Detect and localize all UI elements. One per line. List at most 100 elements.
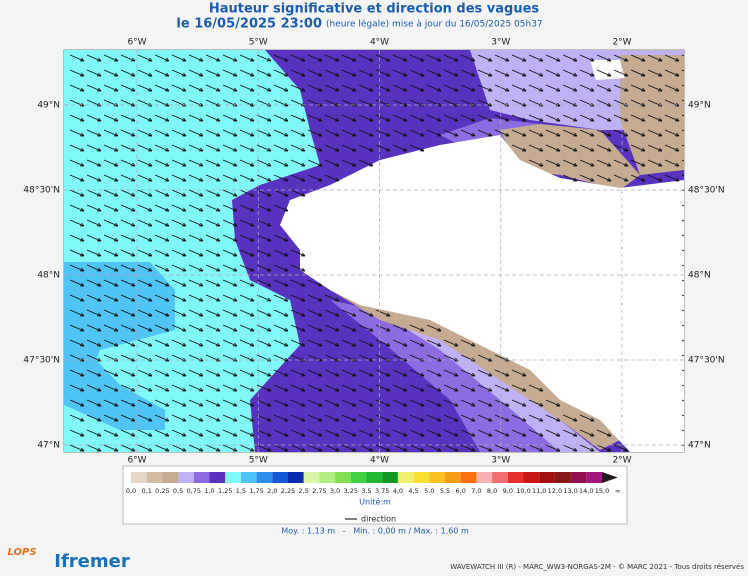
wave-arrow [409, 324, 425, 332]
wave-arrow [222, 429, 238, 437]
legend-swatch [335, 472, 351, 483]
wave-arrow [358, 309, 374, 317]
wave-arrow [222, 189, 238, 197]
wave-arrow [154, 54, 170, 62]
wave-arrow [154, 354, 170, 362]
wave-arrow [290, 399, 306, 407]
wave-arrow [69, 399, 85, 407]
wave-arrow [205, 294, 221, 302]
wave-arrow [256, 429, 272, 437]
wave-arrow [341, 144, 357, 152]
wave-arrow [477, 444, 493, 452]
wave-arrow [664, 84, 680, 92]
legend-label: 0,75 [187, 487, 201, 495]
lat-label-right: 48°30'N [688, 186, 725, 196]
wave-arrow [290, 279, 306, 287]
legend-label: 12,0 [548, 487, 562, 495]
wave-arrow [664, 159, 680, 167]
wave-arrow [205, 309, 221, 317]
map [64, 50, 684, 452]
wave-arrow [188, 219, 204, 227]
wave-arrow [154, 129, 170, 137]
legend-label: 4,5 [408, 487, 418, 495]
wave-arrow [86, 414, 102, 422]
wave-arrow [222, 204, 238, 212]
wave-arrow [392, 369, 408, 377]
wave-arrow [273, 294, 289, 302]
wave-arrow [409, 369, 425, 377]
wave-arrow [239, 444, 255, 452]
wave-arrow [545, 54, 561, 62]
wave-arrow [222, 144, 238, 152]
wave-arrow [120, 444, 136, 452]
legend-label: 8,0 [487, 487, 497, 495]
wave-arrow [664, 69, 680, 77]
wave-arrow [375, 114, 391, 122]
wave-arrow [222, 444, 238, 452]
wave-arrow [222, 279, 238, 287]
wave-arrow [290, 249, 306, 257]
wave-arrow [137, 249, 153, 257]
wave-arrow [205, 84, 221, 92]
wave-arrow [579, 69, 595, 77]
wave-arrow [256, 384, 272, 392]
wave-arrow [613, 444, 629, 452]
wave-arrow [103, 84, 119, 92]
wave-arrow [239, 144, 255, 152]
legend-label: 3,5 [361, 487, 371, 495]
wave-arrow [103, 204, 119, 212]
wave-arrow [562, 84, 578, 92]
wave-arrow [426, 324, 442, 332]
wave-arrow [273, 234, 289, 242]
wave-arrow [290, 159, 306, 167]
wave-arrow [222, 54, 238, 62]
wave-arrow [460, 84, 476, 92]
wave-arrow [69, 264, 85, 272]
wave-arrow [239, 399, 255, 407]
wave-arrow [239, 159, 255, 167]
wave-arrow [290, 324, 306, 332]
wave-arrow [307, 279, 323, 287]
wave-arrow [205, 339, 221, 347]
lat-label-left: 49°N [37, 101, 60, 111]
lon-label-top: 6°W [127, 38, 146, 48]
wave-arrow [273, 174, 289, 182]
wave-arrow [494, 429, 510, 437]
wave-arrow [205, 219, 221, 227]
legend-swatch [162, 472, 179, 483]
wave-arrow [120, 219, 136, 227]
wave-arrow [426, 129, 442, 137]
wave-arrow [256, 324, 272, 332]
wave-arrow [273, 189, 289, 197]
wave-arrow [477, 129, 493, 137]
wave-arrow [69, 414, 85, 422]
wave-arrow [307, 369, 323, 377]
wave-arrow [120, 54, 136, 62]
wave-arrow [205, 414, 221, 422]
wave-arrow [120, 399, 136, 407]
wave-arrow [290, 69, 306, 77]
wave-arrow [324, 129, 340, 137]
legend-label: ∞ [615, 487, 620, 495]
legend-label: 2,0 [267, 487, 277, 495]
wave-arrow [307, 54, 323, 62]
wave-arrow [86, 234, 102, 242]
wave-arrow [188, 159, 204, 167]
wave-arrow [273, 114, 289, 122]
wave-arrow [528, 84, 544, 92]
wave-arrow [562, 414, 578, 422]
wave-arrow [273, 309, 289, 317]
wave-arrow [205, 264, 221, 272]
legend-label: 3,25 [344, 487, 358, 495]
wave-arrow [154, 69, 170, 77]
wave-arrow [307, 84, 323, 92]
wave-arrow [273, 204, 289, 212]
wave-arrow [154, 309, 170, 317]
wave-arrow [443, 84, 459, 92]
wave-arrow [409, 144, 425, 152]
wave-arrow [222, 369, 238, 377]
wave-arrow [205, 429, 221, 437]
wave-arrow [256, 174, 272, 182]
wave-arrow [596, 69, 612, 77]
wave-arrow [375, 69, 391, 77]
